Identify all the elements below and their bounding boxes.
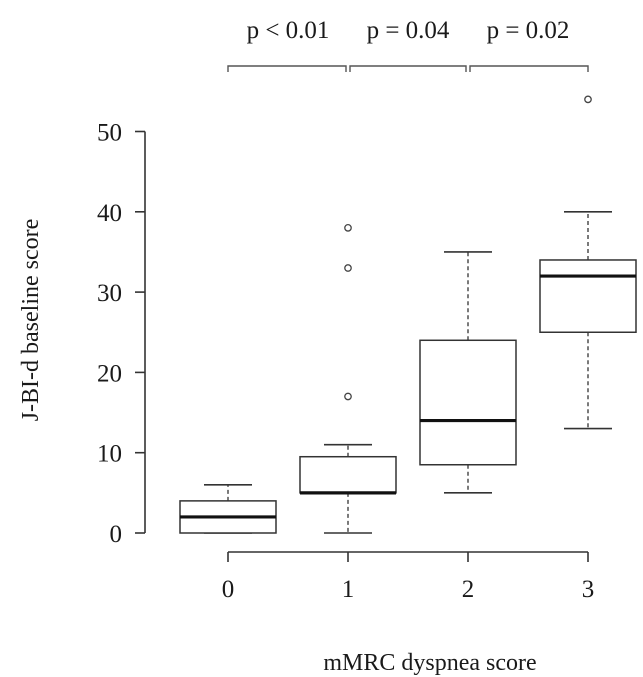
significance-bracket (227, 65, 347, 72)
p-value-label: p = 0.02 (487, 17, 570, 44)
y-axis: 0 10 20 30 40 50 (97, 120, 146, 548)
iqr-box (299, 455, 397, 494)
x-tick-label: 1 (342, 576, 355, 603)
y-tick-label: 30 (97, 280, 122, 307)
significance-annotations: p < 0.01 p = 0.04 p = 0.02 (227, 17, 589, 72)
significance-bracket (349, 65, 467, 72)
box-group-0 (179, 484, 277, 534)
iqr-box (419, 339, 517, 466)
outlier-point (344, 264, 352, 272)
x-axis: 0 1 2 3 (222, 551, 595, 603)
y-tick-label: 50 (97, 120, 122, 147)
outlier-point (344, 224, 352, 232)
x-tick-label: 2 (462, 576, 475, 603)
y-tick-label: 40 (97, 200, 122, 227)
iqr-box (539, 259, 637, 334)
outlier-point (344, 392, 352, 401)
significance-bracket (469, 65, 589, 72)
y-tick-label: 20 (97, 360, 122, 387)
y-tick-label: 0 (110, 521, 123, 548)
box-group-2 (419, 251, 517, 494)
box-group-1 (299, 224, 397, 534)
p-value-label: p < 0.01 (247, 17, 330, 44)
y-tick-label: 10 (97, 441, 122, 468)
y-axis-title: J-BI-d baseline score (18, 219, 44, 422)
outlier-point (584, 95, 592, 104)
x-tick-label: 3 (582, 576, 595, 603)
box-series (179, 95, 637, 534)
box-group-3 (539, 95, 637, 430)
x-tick-label: 0 (222, 576, 235, 603)
p-value-label: p = 0.04 (367, 17, 450, 44)
x-axis-title: mMRC dyspnea score (323, 650, 536, 676)
